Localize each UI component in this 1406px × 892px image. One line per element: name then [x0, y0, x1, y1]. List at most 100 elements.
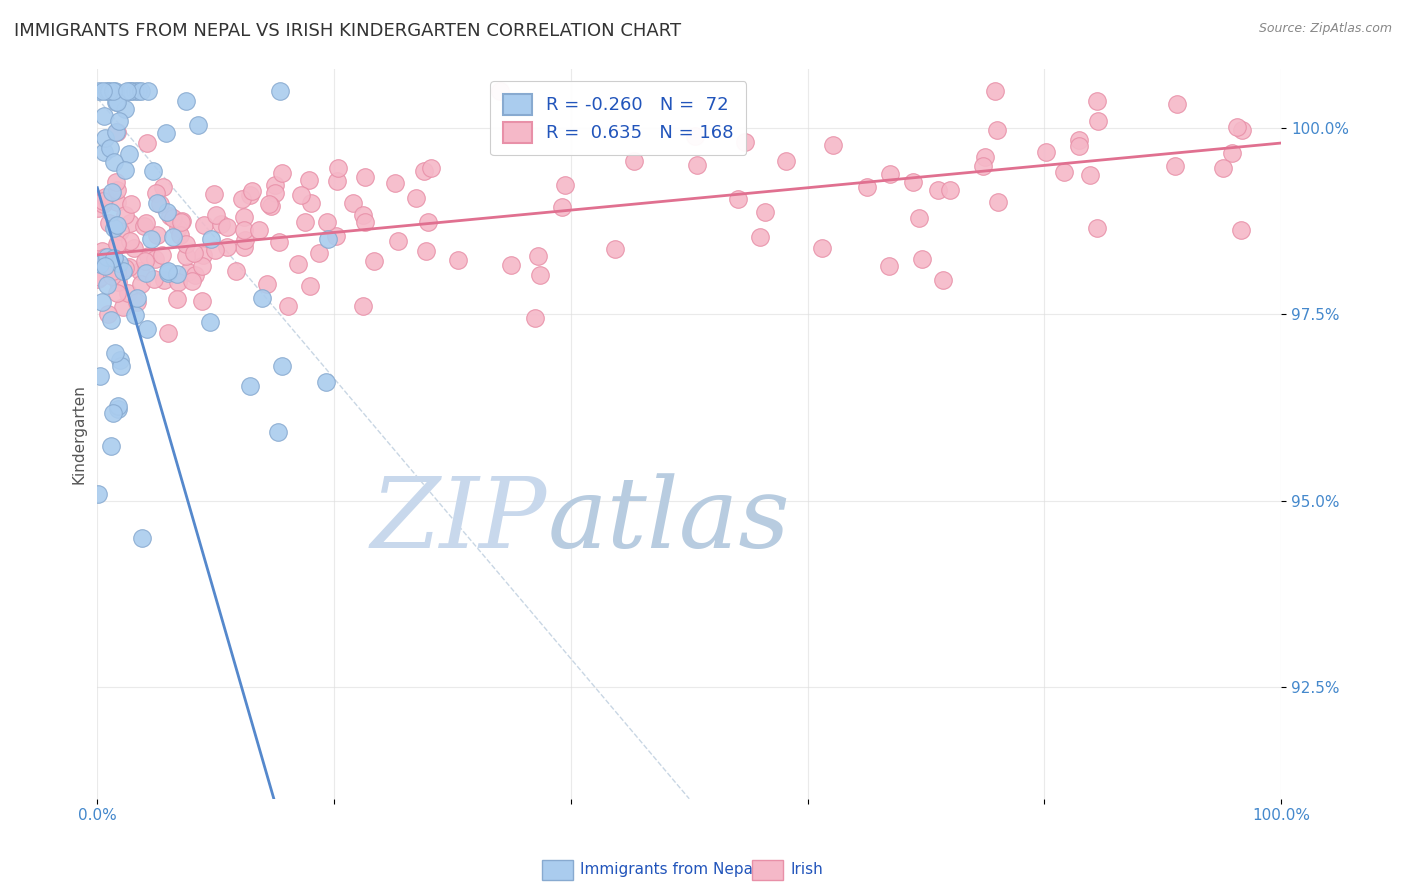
Point [153, 273, 176, 287]
Point [103, 220, 125, 235]
Point [489, 84, 512, 98]
Point [104, 346, 127, 360]
Point [308, 246, 330, 260]
Point [325, 228, 347, 243]
Point [167, 220, 190, 235]
Point [352, 299, 374, 313]
Point [384, 177, 406, 191]
Point [415, 244, 437, 259]
Point [233, 222, 256, 236]
Point [927, 183, 949, 197]
Point [118, 260, 141, 274]
Point [180, 274, 202, 288]
Point [141, 232, 163, 246]
Point [986, 123, 1008, 137]
Text: Immigrants from Nepal: Immigrants from Nepal [579, 863, 756, 877]
Point [136, 249, 159, 263]
Point [177, 265, 200, 279]
Point [110, 224, 132, 238]
Y-axis label: Kindergarten: Kindergarten [72, 384, 86, 483]
Point [170, 214, 193, 228]
Point [127, 291, 149, 305]
Point [105, 194, 128, 209]
Point [315, 375, 337, 389]
Point [290, 188, 312, 202]
Text: atlas: atlas [547, 474, 790, 569]
Point [239, 188, 262, 202]
Point [117, 285, 139, 300]
Text: ZIP: ZIP [371, 474, 547, 569]
Point [200, 315, 222, 329]
Point [110, 359, 132, 373]
Point [142, 271, 165, 285]
Point [124, 308, 146, 322]
Point [250, 291, 273, 305]
Point [524, 311, 547, 326]
Point [91, 255, 114, 269]
Point [749, 230, 772, 244]
Point [877, 260, 900, 274]
Point [136, 84, 159, 98]
Point [326, 174, 349, 188]
Point [187, 119, 209, 133]
Point [204, 243, 226, 257]
Point [150, 248, 173, 262]
Point [987, 194, 1010, 209]
Point [96, 250, 118, 264]
Point [93, 109, 115, 123]
Point [294, 215, 316, 229]
Point [159, 209, 181, 223]
Point [131, 531, 153, 545]
Text: IMMIGRANTS FROM NEPAL VS IRISH KINDERGARTEN CORRELATION CHART: IMMIGRANTS FROM NEPAL VS IRISH KINDERGAR… [14, 22, 681, 40]
Point [111, 300, 134, 314]
Point [107, 275, 129, 289]
Point [107, 401, 129, 416]
Point [103, 154, 125, 169]
Point [984, 84, 1007, 98]
Point [232, 211, 254, 225]
Point [90, 294, 112, 309]
Text: Irish: Irish [790, 863, 823, 877]
Point [145, 186, 167, 200]
Point [200, 232, 222, 246]
Point [1226, 120, 1249, 134]
Point [1085, 220, 1108, 235]
Point [1230, 223, 1253, 237]
Point [354, 170, 377, 185]
Point [191, 259, 214, 273]
Point [120, 84, 142, 98]
Point [100, 439, 122, 453]
Point [183, 246, 205, 260]
Point [298, 172, 321, 186]
Point [342, 195, 364, 210]
Point [108, 256, 131, 270]
Point [87, 201, 110, 215]
Point [1222, 146, 1244, 161]
Point [110, 353, 132, 368]
Point [162, 211, 184, 225]
Point [114, 209, 136, 223]
Point [166, 292, 188, 306]
Point [120, 216, 142, 230]
Point [97, 306, 120, 320]
Point [156, 205, 179, 219]
Point [89, 257, 111, 271]
Point [101, 264, 124, 278]
Point [727, 193, 749, 207]
Point [152, 179, 174, 194]
Point [683, 129, 706, 144]
Point [257, 197, 280, 211]
Point [114, 261, 136, 276]
Point [97, 258, 120, 272]
Point [97, 84, 120, 98]
Point [908, 211, 931, 226]
Point [267, 235, 290, 250]
Point [124, 84, 146, 98]
Point [136, 322, 159, 336]
Point [135, 216, 157, 230]
Point [93, 190, 115, 204]
Point [120, 197, 142, 211]
Point [603, 242, 626, 256]
Point [856, 180, 879, 194]
Point [174, 237, 197, 252]
